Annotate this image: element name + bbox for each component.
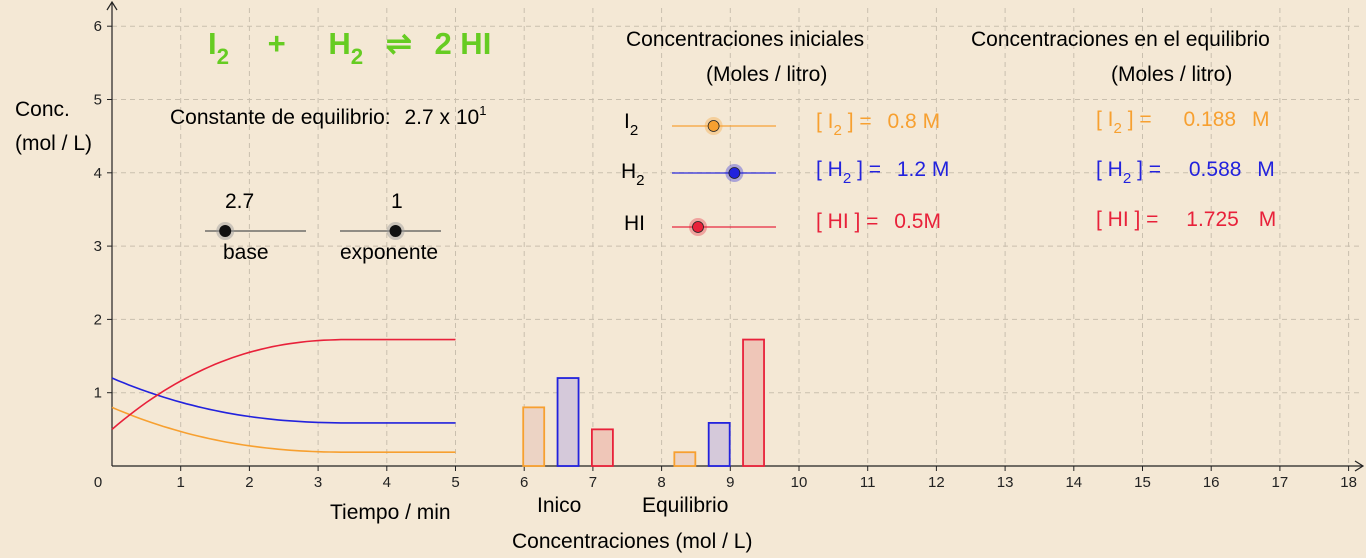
concentration-bar bbox=[556, 377, 580, 467]
y-axis-arrow bbox=[106, 0, 118, 11]
x-tick-label: 13 bbox=[997, 474, 1014, 491]
species-label-i2: I2 bbox=[624, 110, 639, 139]
axes bbox=[106, 0, 1365, 472]
x-tick-label: 3 bbox=[314, 474, 322, 491]
reactant-i2: I2 bbox=[208, 26, 230, 70]
x-tick-label: 7 bbox=[589, 474, 597, 491]
x-tick-label: 11 bbox=[860, 474, 876, 491]
x-tick-label: 12 bbox=[928, 474, 945, 491]
concentration-bars bbox=[522, 338, 765, 467]
concentration-bar bbox=[673, 451, 697, 467]
product-hi: 2 HI bbox=[434, 26, 492, 61]
x-tick-label: 5 bbox=[451, 474, 459, 491]
base-slider-label: base bbox=[223, 241, 269, 264]
reaction-equation: I2 + H2 ⇌ 2 HI bbox=[208, 26, 492, 70]
concentration-bar bbox=[591, 428, 614, 467]
base-slider[interactable] bbox=[205, 222, 306, 240]
equilibrium-constant: Constante de equilibrio: 2.7 x 101 bbox=[170, 102, 487, 129]
x-tick-label: 1 bbox=[177, 474, 185, 491]
x-tick-label: 2 bbox=[245, 474, 253, 491]
y-tick-label: 2 bbox=[94, 311, 102, 328]
species-label-h2: H2 bbox=[621, 160, 645, 189]
equilibrium-i2-value: [ I2 ] = 0.188 M bbox=[1096, 108, 1270, 137]
y-tick-label: 4 bbox=[94, 165, 102, 182]
species-label-hi: HI bbox=[624, 212, 645, 235]
grid-lines bbox=[112, 8, 1360, 466]
slider-handle bbox=[219, 225, 232, 237]
equilibrium-hi-value: [ HI ] = 1.725 M bbox=[1096, 208, 1277, 231]
initial-slider-hi[interactable] bbox=[672, 218, 776, 236]
equilibrium-bars-label: Equilibrio bbox=[642, 494, 729, 517]
initial-h2-value: [ H2 ] = 1.2 M bbox=[816, 158, 950, 187]
concentration-curve bbox=[111, 377, 456, 424]
x-tick-label: 14 bbox=[1065, 474, 1082, 491]
y-tick-label: 5 bbox=[94, 92, 102, 109]
y-axis-label-line1: Conc. bbox=[15, 98, 70, 121]
x-tick-label: 18 bbox=[1340, 474, 1357, 491]
y-tick-label: 3 bbox=[94, 238, 102, 255]
concentration-curve bbox=[111, 406, 456, 453]
x-tick-label: 16 bbox=[1203, 474, 1220, 491]
sliders[interactable] bbox=[205, 117, 776, 240]
slider-handle bbox=[707, 120, 720, 132]
initial-hi-value: [ HI ] = 0.5M bbox=[816, 210, 941, 233]
time-axis-label: Tiempo / min bbox=[330, 501, 451, 524]
exponent-slider[interactable] bbox=[340, 222, 441, 240]
constant-value: 2.7 x 101 bbox=[404, 102, 487, 129]
initial-subtitle: (Moles / litro) bbox=[706, 63, 828, 86]
equilibrium-title: Concentraciones en el equilibrio bbox=[971, 28, 1270, 51]
x-tick-label: 10 bbox=[791, 474, 808, 491]
concentration-bar bbox=[522, 406, 546, 467]
initial-slider-h2[interactable] bbox=[672, 164, 776, 182]
base-slider-value: 2.7 bbox=[225, 190, 255, 213]
reactant-h2: H2 bbox=[328, 26, 364, 70]
x-tick-label: 17 bbox=[1272, 474, 1289, 491]
initial-slider-i2[interactable] bbox=[672, 117, 776, 135]
slider-handle bbox=[692, 221, 704, 233]
y-tick-label: 6 bbox=[94, 18, 102, 35]
slider-handle bbox=[728, 167, 741, 179]
concentration-bar bbox=[707, 421, 731, 467]
y-tick-label: 1 bbox=[94, 385, 102, 402]
concentrations-axis-label: Concentraciones (mol / L) bbox=[512, 530, 753, 553]
exp-slider-value: 1 bbox=[391, 190, 403, 213]
y-axis-label-line2: (mol / L) bbox=[15, 132, 93, 155]
x-tick-label: 4 bbox=[383, 474, 391, 491]
origin-tick-label: 0 bbox=[94, 474, 102, 491]
initial-bars-label: Inico bbox=[537, 494, 582, 517]
equilibrium-subtitle: (Moles / litro) bbox=[1111, 63, 1233, 86]
concentration-curve bbox=[111, 338, 456, 431]
equilibrium-h2-value: [ H2 ] = 0.588 M bbox=[1096, 158, 1275, 187]
initial-i2-value: [ I2 ] = 0.8 M bbox=[816, 110, 941, 139]
x-tick-label: 9 bbox=[726, 474, 734, 491]
plus-sign: + bbox=[267, 26, 286, 61]
concentration-bar bbox=[742, 338, 765, 467]
initial-title: Concentraciones iniciales bbox=[626, 28, 865, 51]
slider-handle bbox=[389, 225, 402, 237]
x-axis-arrow bbox=[1354, 460, 1365, 472]
concentration-curves bbox=[111, 338, 456, 453]
equilibrium-arrow: ⇌ bbox=[385, 26, 412, 61]
x-tick-label: 15 bbox=[1134, 474, 1151, 491]
x-tick-label: 8 bbox=[657, 474, 665, 491]
exp-slider-label: exponente bbox=[340, 241, 439, 264]
x-tick-label: 6 bbox=[520, 474, 528, 491]
